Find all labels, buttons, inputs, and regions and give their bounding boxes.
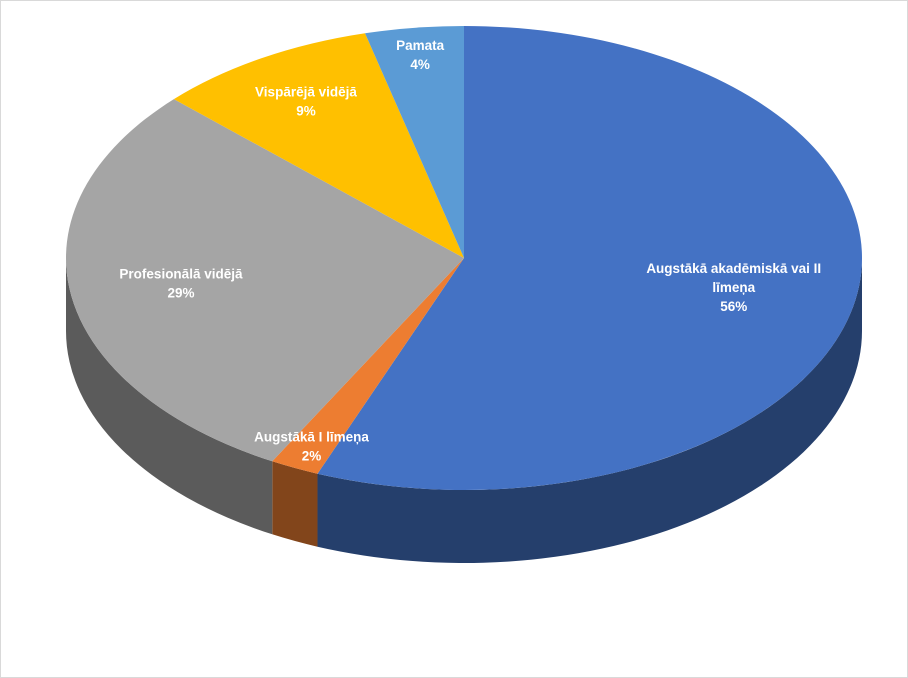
- slice-3-category-label: Vispārējā vidējā: [255, 85, 357, 100]
- slice-2-percent-label: 29%: [167, 286, 194, 301]
- slice-1-category-label: Augstākā I līmeņa: [254, 429, 369, 444]
- slice-4-category-label: Pamata: [396, 38, 445, 53]
- slice-2-category-label: Profesionālā vidējā: [119, 267, 243, 282]
- pie-data-labels: Augstākā akadēmiskā vai II līmeņa 56% Augst…: [119, 38, 821, 463]
- slice-0-category-label: Augstākā akadēmiskā vai II: [646, 261, 821, 276]
- pie-slice-3: [173, 33, 464, 258]
- pie-side-walls: [66, 258, 862, 563]
- pie-slice-4: [365, 26, 464, 258]
- pie-slice-side-2: [66, 258, 273, 535]
- slice-0-percent-label: 56%: [720, 299, 747, 314]
- pie-slice-side-0: [317, 258, 862, 563]
- pie-slice-side-1: [272, 461, 318, 547]
- pie-slice-0: [317, 26, 863, 490]
- pie-slice-2: [65, 99, 464, 462]
- pie-slices: [65, 26, 863, 490]
- slice-1-percent-label: 2%: [302, 448, 322, 463]
- slice-3-percent-label: 9%: [296, 104, 316, 119]
- slice-0-category-label: līmeņa: [712, 280, 755, 295]
- pie-slice-1: [272, 258, 464, 474]
- slice-4-percent-label: 4%: [410, 57, 430, 72]
